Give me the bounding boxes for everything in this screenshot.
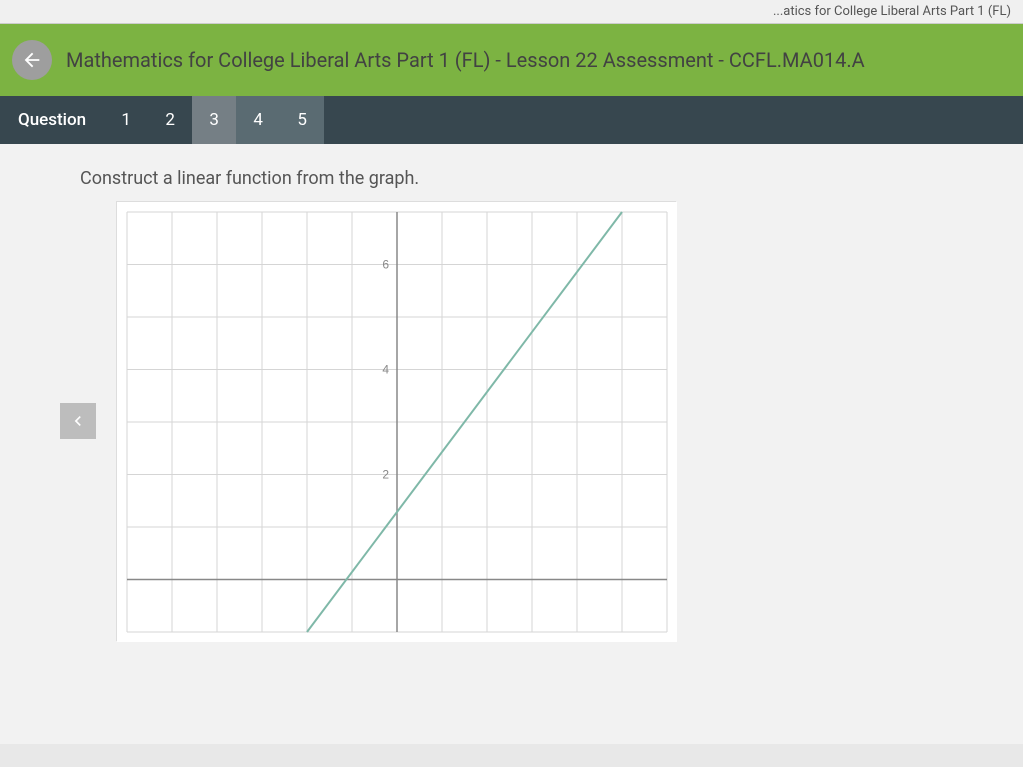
linear-graph[interactable]: 2 4 6 xyxy=(116,201,676,641)
svg-text:4: 4 xyxy=(382,363,389,377)
back-button[interactable] xyxy=(12,40,52,80)
question-nav: Question 1 2 3 4 5 xyxy=(0,96,1023,144)
question-nav-label: Question xyxy=(0,96,104,144)
prev-button[interactable] xyxy=(60,403,96,439)
svg-text:2: 2 xyxy=(382,468,389,482)
browser-tab-bar: ...atics for College Liberal Arts Part 1… xyxy=(0,0,1023,24)
question-tab-5[interactable]: 5 xyxy=(280,96,324,144)
question-prompt: Construct a linear function from the gra… xyxy=(80,168,963,189)
question-tab-3[interactable]: 3 xyxy=(192,96,236,144)
lesson-title: Mathematics for College Liberal Arts Par… xyxy=(66,48,865,72)
lesson-header: Mathematics for College Liberal Arts Par… xyxy=(0,24,1023,96)
chevron-left-icon xyxy=(68,411,88,431)
question-tab-1[interactable]: 1 xyxy=(104,96,148,144)
browser-tab-title: ...atics for College Liberal Arts Part 1… xyxy=(773,4,1011,19)
content-area: Construct a linear function from the gra… xyxy=(0,144,1023,744)
graph-container: 2 4 6 xyxy=(60,201,963,641)
chart-svg: 2 4 6 xyxy=(117,202,677,642)
question-tab-4[interactable]: 4 xyxy=(236,96,280,144)
question-tab-2[interactable]: 2 xyxy=(148,96,192,144)
svg-text:6: 6 xyxy=(382,258,389,272)
arrow-left-icon xyxy=(21,49,43,71)
